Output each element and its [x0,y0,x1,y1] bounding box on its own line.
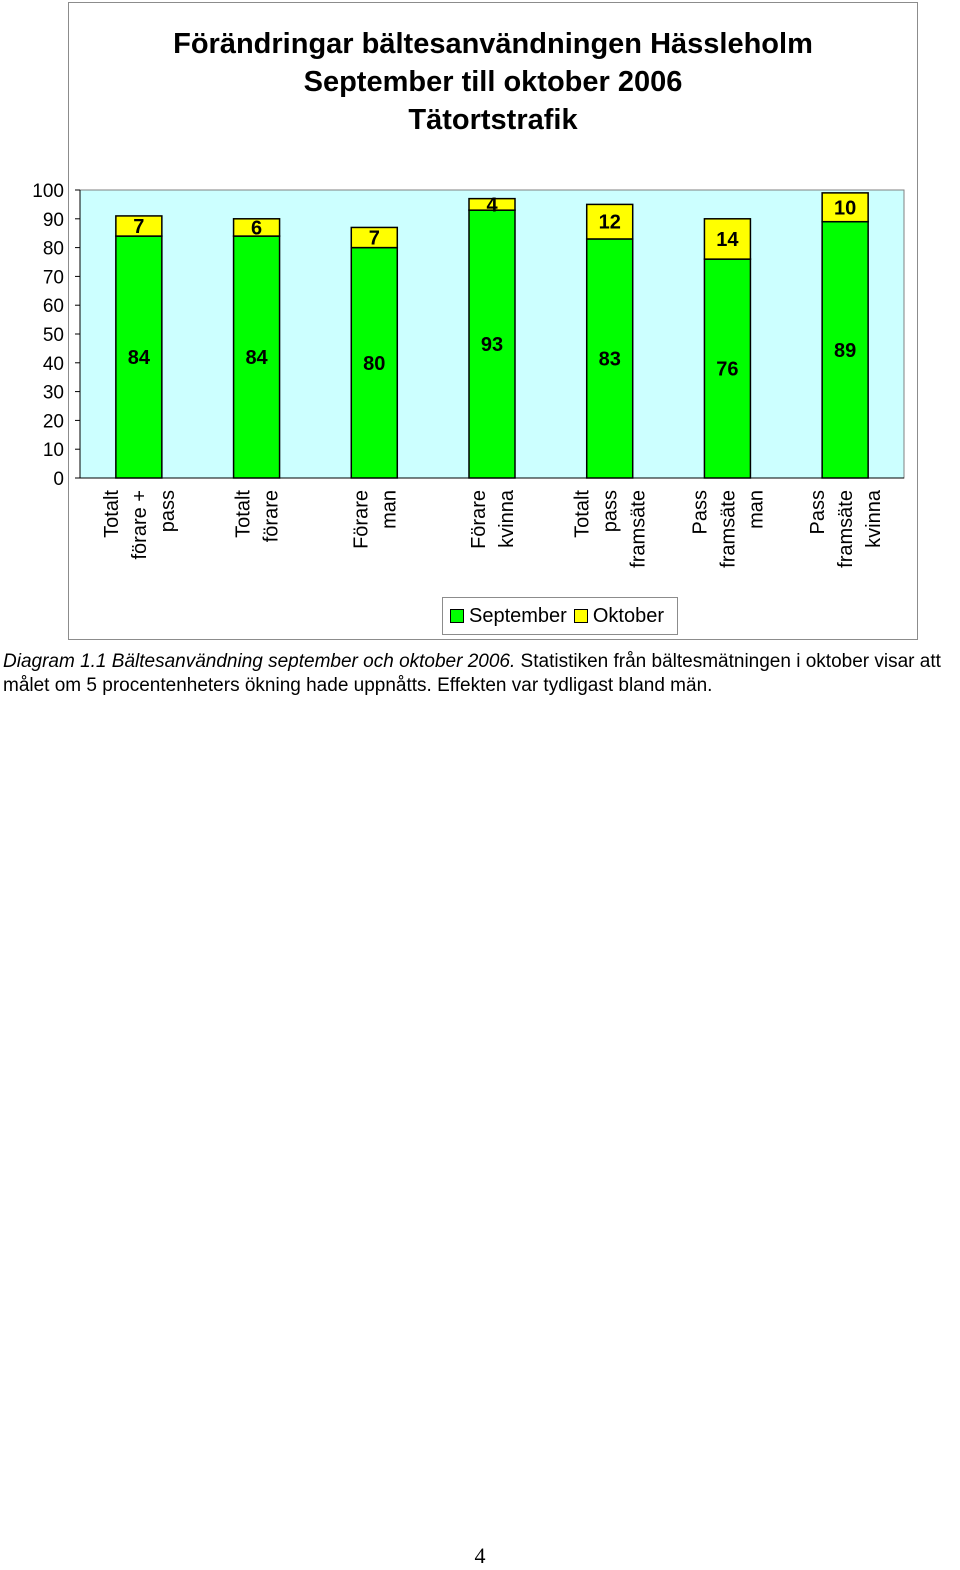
data-label-september: 93 [481,334,503,356]
y-tick-label: 30 [43,383,64,404]
data-label-oktober: 12 [599,212,621,234]
chart-title-line-2: September till oktober 2006 [303,66,683,98]
y-tick-label: 60 [43,296,64,317]
data-label-oktober: 7 [369,228,380,250]
x-category-label: framsäte [835,490,857,568]
x-category-label: kvinna [496,489,518,548]
legend-swatch-september [450,609,464,623]
x-category-label: framsäte [717,490,739,568]
y-tick-label: 0 [53,469,64,490]
x-category-label: Pass [807,490,829,534]
bar-oktober [585,203,634,240]
bar-september [115,235,163,479]
x-category-label: man [745,490,767,529]
data-label-september: 84 [245,347,268,369]
figure-caption: Diagram 1.1 Bältesanvändning september o… [3,650,959,698]
x-category-label: pass [600,490,622,532]
data-label-oktober: 7 [133,216,144,238]
legend-item-oktober: Oktober [573,604,664,628]
x-category-label: framsäte [628,490,650,568]
x-category-label: Förare [468,490,490,549]
x-category-label: pass [157,490,179,532]
legend-swatch-oktober [573,609,588,623]
data-label-september: 80 [363,353,385,375]
data-label-september: 76 [716,359,738,381]
bar-oktober [703,218,752,260]
data-label-oktober: 4 [486,194,498,216]
bar-oktober [468,197,516,211]
x-category-label: Totalt [572,490,594,538]
y-tick-label: 80 [43,239,64,260]
chart-plot: 0 10 20 30 40 50 60 70 80 90 100 84 7 Totalt förare + p… [32,181,905,568]
y-tick-label: 50 [43,325,64,346]
y-tick-label: 40 [43,354,64,375]
bar-september [585,238,634,479]
bar-oktober [232,218,281,237]
data-label-september: 84 [128,347,151,369]
data-label-september: 83 [599,348,621,370]
chart-title: Förändringar bältesanvändningen Hässleho… [69,25,917,139]
x-category-label: förare [261,490,283,542]
bar-september [703,258,752,479]
chart-title-line-1: Förändringar bältesanvändningen Hässleho… [173,28,813,60]
x-category-label: Totalt [233,490,255,538]
bar-september [232,235,281,479]
data-label-september: 89 [834,340,856,362]
page-number: 4 [474,1543,486,1568]
legend-label-september: September [469,604,567,627]
legend-item-september: September [450,605,567,628]
y-tick-label: 100 [32,181,64,202]
data-label-oktober: 14 [716,229,739,251]
x-category-label: man [378,490,400,529]
x-category-label: Förare [350,490,372,549]
x-category-label: Pass [689,490,711,534]
chart-title-line-3: Tätortstrafik [408,104,578,136]
data-label-oktober: 10 [834,197,856,219]
x-category-label: Totalt [101,490,123,538]
bar-oktober [821,192,869,223]
y-tick-label: 70 [43,267,64,288]
legend-label-oktober: Oktober [592,604,664,627]
x-category-label: förare + [129,490,151,559]
bar-oktober [350,226,399,249]
data-label-oktober: 6 [251,217,262,239]
bar-oktober [115,215,163,237]
y-tick-label: 90 [43,210,64,231]
bar-september [350,246,399,479]
caption-text: Statistiken från bältesmätningen i oktob… [3,651,941,696]
caption-label: Diagram 1.1 Bältesanvändning september o… [3,651,516,672]
x-category-label: kvinna [863,489,885,548]
y-tick-label: 10 [43,440,64,461]
chart-legend: September Oktober [442,597,678,635]
y-tick-label: 20 [43,411,64,432]
